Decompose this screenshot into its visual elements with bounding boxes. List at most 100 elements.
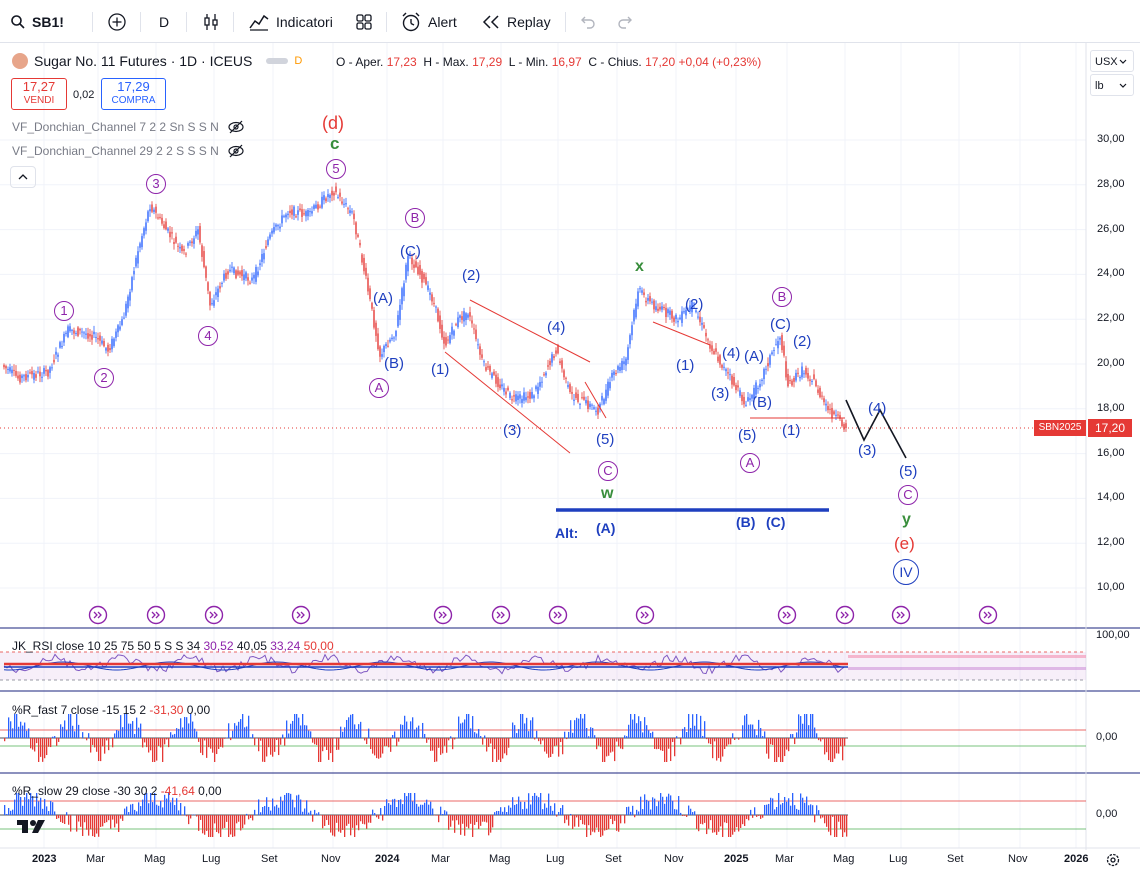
histogram-bar [218,815,220,834]
candle-body [463,311,465,322]
interval-button[interactable]: D [159,10,169,34]
histogram-bar [666,796,668,815]
replay-button[interactable]: Replay [481,10,551,34]
currency-select[interactable]: USX [1090,50,1134,72]
redo-button[interactable] [617,10,635,34]
histogram-bar [722,815,724,837]
collapse-legend-button[interactable] [10,166,36,188]
histogram-bar [290,793,292,815]
histogram-bar [146,738,148,748]
histogram-bar [276,804,278,815]
compare-button[interactable] [107,10,127,34]
histogram-bar [312,738,314,743]
candle-body [407,256,409,272]
candle-body [37,371,39,373]
histogram-bar [270,738,272,755]
candle-body [261,253,263,262]
histogram-bar [376,738,378,759]
histogram-bar [702,815,704,825]
indicator-row-donchian-7[interactable]: VF_Donchian_Channel 7 2 2 Sn S S N [12,120,245,134]
grid-icon [356,14,372,30]
histogram-bar [286,793,288,815]
symbol-search[interactable]: SB1! [10,10,64,34]
candle-body [285,214,287,218]
histogram-bar [38,801,40,815]
histogram-bar [680,812,682,815]
candle-body [829,408,831,410]
histogram-bar [708,738,710,744]
candle-body [527,396,529,398]
chart-canvas[interactable] [0,43,1140,873]
indicators-button[interactable]: Indicatori [248,10,333,34]
candle-body [27,375,29,378]
candle-body [67,326,69,338]
settings-button[interactable] [1105,852,1121,873]
histogram-bar [460,723,462,738]
histogram-bar [102,815,104,827]
candle-body [255,267,257,282]
buy-button[interactable]: 17,29 COMPRA [101,78,166,110]
candle-body [179,246,181,249]
alert-button[interactable]: Alert [400,10,457,34]
histogram-bar [808,725,810,738]
wr-slow-legend[interactable]: %R_slow 29 close -30 30 2 -41,64 0,00 [12,784,222,798]
channel-line [652,321,711,346]
wave-label-1c: (1) [676,357,695,374]
candle-body [809,379,811,381]
sell-button[interactable]: 17,27 VENDI [11,78,67,110]
histogram-bar [674,738,676,757]
indicator-row-donchian-29[interactable]: VF_Donchian_Channel 29 2 2 S S S N [12,144,245,158]
candle-body [559,361,561,364]
eye-off-icon[interactable] [227,120,245,134]
eye-off-icon[interactable] [227,144,245,158]
histogram-bar [128,812,130,815]
histogram-bar [510,807,512,815]
candle-body [175,236,177,243]
histogram-bar [350,714,352,738]
candle-body [227,271,229,275]
rsi-legend[interactable]: JK_RSI close 10 25 75 50 5 S S 34 30,52 … [12,639,334,653]
histogram-bar [534,793,536,815]
histogram-bar [524,801,526,815]
candle-body [359,242,361,246]
candle-body [141,236,143,248]
histogram-bar [608,738,610,756]
histogram-bar [168,793,170,815]
candle-body [247,277,249,281]
rsi-label: JK_RSI close 10 25 75 50 5 S S 34 [12,639,201,653]
histogram-bar [726,738,728,747]
unit-select[interactable]: lb [1090,74,1134,96]
plus-circle-icon [108,13,126,31]
histogram-bar [846,738,848,739]
candle-body [289,210,291,214]
histogram-bar [86,815,88,830]
chart-type-button[interactable] [201,10,221,34]
alt-wave-C: (C) [766,514,786,530]
histogram-bar [426,799,428,815]
histogram-bar [70,815,72,832]
histogram-bar [796,808,798,815]
histogram-bar [64,815,66,825]
histogram-bar [114,815,116,828]
undo-button[interactable] [578,10,596,34]
candle-body [649,296,651,302]
candle-body [237,270,239,275]
histogram-bar [356,729,358,738]
wave-channels [444,299,845,454]
candle-body [735,384,737,391]
candle-body [467,314,469,318]
candle-body [229,269,231,272]
histogram-bar [212,738,214,753]
candle-body [379,346,381,357]
candle-body [725,369,727,372]
histogram-bar [180,803,182,815]
histogram-bar [428,738,430,740]
histogram-bar [602,815,604,836]
histogram-bar [250,815,252,819]
histogram-bar [32,738,34,750]
candle-body [391,337,393,340]
histogram-bar [108,815,110,821]
layout-button[interactable] [354,10,374,34]
candle-body [49,367,51,373]
wr-fast-legend[interactable]: %R_fast 7 close -15 15 2 -31,30 0,00 [12,703,210,717]
